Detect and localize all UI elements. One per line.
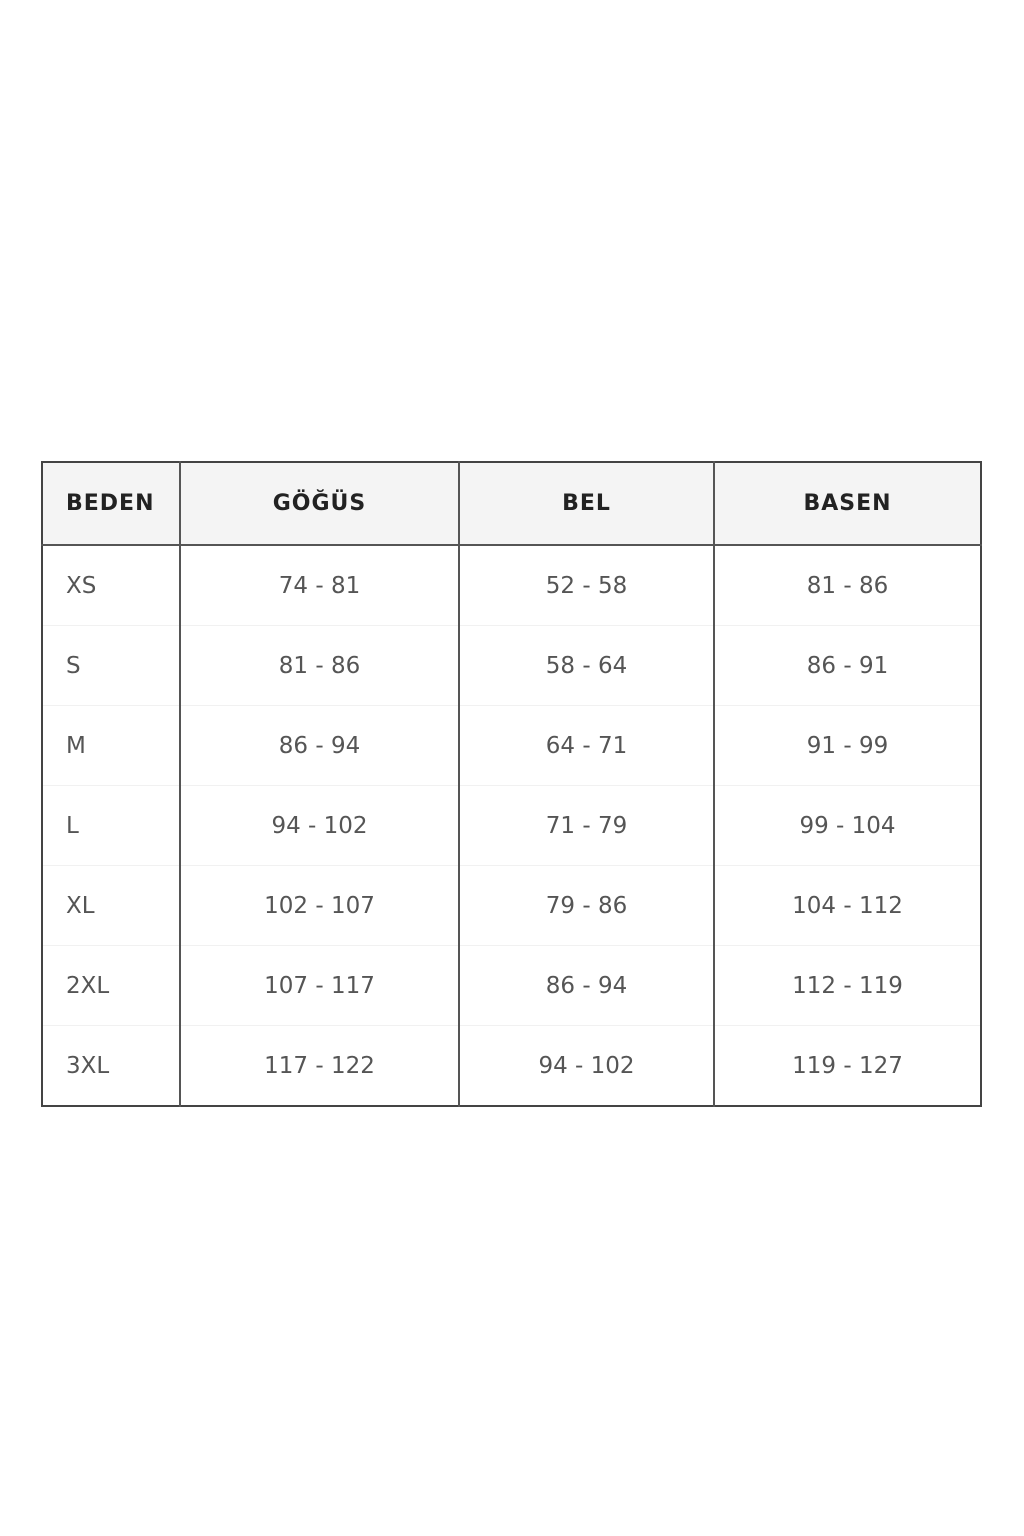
cell-basen: 112 - 119 [713,945,981,1026]
header-row: BEDEN GÖĞÜS BEL BASEN [42,462,981,546]
table-row: 2XL 107 - 117 86 - 94 112 - 119 [42,945,981,1026]
size-chart-table: BEDEN GÖĞÜS BEL BASEN XS 74 - 81 52 - 58 81… [41,461,982,1107]
cell-gogus: 81 - 86 [179,625,459,706]
cell-size: XL [42,865,180,946]
cell-gogus: 102 - 107 [179,865,459,946]
cell-basen: 86 - 91 [713,625,981,706]
cell-basen: 104 - 112 [713,865,981,946]
cell-size: XS [42,545,180,626]
cell-gogus: 94 - 102 [179,785,459,866]
cell-size: M [42,705,180,786]
cell-gogus: 74 - 81 [179,545,459,626]
cell-bel: 79 - 86 [458,865,714,946]
header-basen: BASEN [713,462,981,546]
header-bel: BEL [458,462,714,546]
cell-size: 2XL [42,945,180,1026]
header-beden: BEDEN [42,462,180,546]
cell-basen: 81 - 86 [713,545,981,626]
cell-gogus: 86 - 94 [179,705,459,786]
cell-size: 3XL [66,1052,110,1079]
cell-bel: 64 - 71 [458,705,714,786]
header-gogus: GÖĞÜS [179,462,459,546]
table-row: 3XL 117 - 122 94 - 102 119 - 127 [42,1025,981,1106]
table-row: M 86 - 94 64 - 71 91 - 99 [42,705,981,786]
table-row: XL 102 - 107 79 - 86 104 - 112 [42,865,981,946]
table-row: S 81 - 86 58 - 64 86 - 91 [42,625,981,706]
table-row: L 94 - 102 71 - 79 99 - 104 [42,785,981,866]
cell-basen: 91 - 99 [713,705,981,786]
cell-size: L [42,785,180,866]
cell-gogus: 117 - 122 [179,1025,459,1106]
cell-bel: 58 - 64 [458,625,714,706]
cell-bel: 94 - 102 [458,1025,714,1106]
cell-bel: 52 - 58 [458,545,714,626]
cell-basen: 119 - 127 [713,1025,981,1106]
cell-basen: 99 - 104 [713,785,981,866]
cell-bel: 71 - 79 [458,785,714,866]
cell-size: S [42,625,180,706]
cell-bel: 86 - 94 [458,945,714,1026]
cell-gogus: 107 - 117 [179,945,459,1026]
table-row: XS 74 - 81 52 - 58 81 - 86 [42,545,981,626]
